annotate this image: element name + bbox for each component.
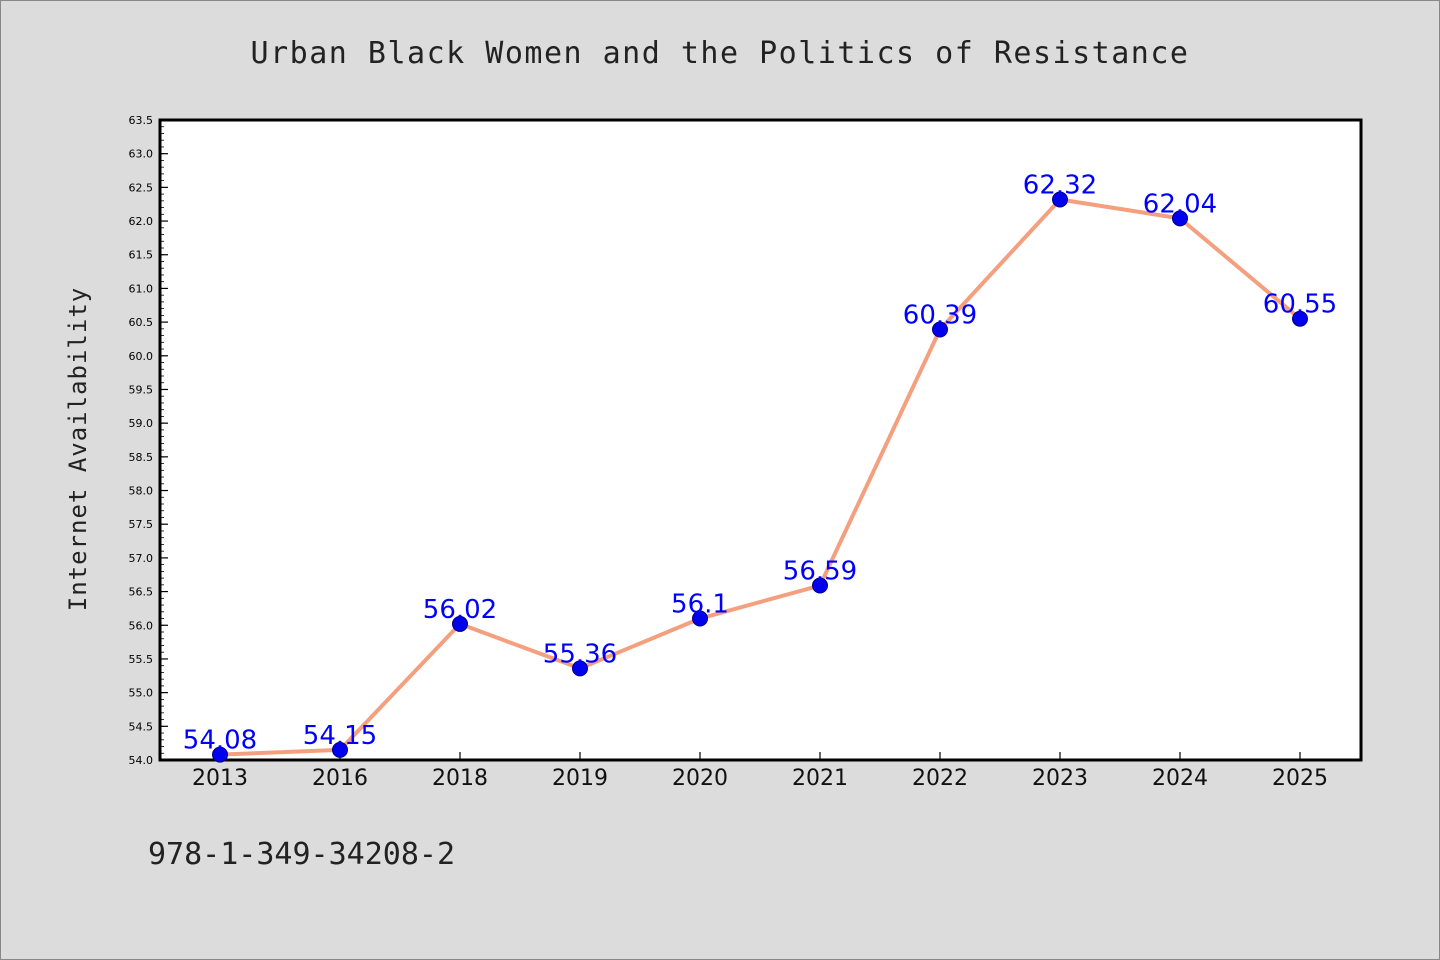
x-tick-label: 2019 [552, 766, 608, 791]
data-label: 56.59 [783, 557, 857, 587]
y-tick-label: 56.5 [129, 586, 154, 599]
x-tick-label: 2022 [912, 766, 968, 791]
data-point [332, 741, 348, 758]
y-tick-label: 57.5 [129, 518, 154, 531]
x-tick-label: 2018 [432, 766, 488, 791]
footer-isbn: 978-1-349-34208-2 [148, 837, 455, 872]
data-label: 56.02 [423, 595, 497, 625]
data-point [212, 746, 228, 763]
data-point [572, 660, 588, 677]
data-label: 54.15 [303, 721, 377, 751]
y-tick-label: 63.5 [129, 114, 154, 127]
plot-area [158, 118, 1363, 762]
y-tick-label: 55.0 [129, 687, 154, 700]
y-tick-label: 57.0 [129, 552, 154, 565]
y-tick-label: 54.5 [129, 720, 154, 733]
series-line [219, 197, 1302, 757]
x-tick-label: 2016 [312, 766, 368, 791]
data-point [1292, 310, 1308, 327]
data-point [452, 615, 468, 632]
chart-title: Urban Black Women and the Politics of Re… [251, 36, 1190, 71]
y-axis-label: Internet Availability [64, 287, 92, 611]
x-tick-label: 2025 [1272, 766, 1328, 791]
y-tick-label: 58.5 [129, 451, 154, 464]
data-label: 60.55 [1263, 290, 1337, 320]
x-axis: 2013 2016 2018 2019 2020 2021 2022 2023 2024 2025 [192, 752, 1328, 791]
y-tick-label: 59.0 [129, 417, 154, 430]
y-tick-label: 60.5 [129, 316, 154, 329]
x-tick-label: 2013 [192, 766, 248, 791]
y-tick-label: 62.0 [129, 215, 154, 228]
data-label: 55.36 [543, 639, 617, 669]
data-point [692, 610, 708, 627]
x-tick-label: 2021 [792, 766, 848, 791]
y-tick-label: 61.0 [129, 282, 154, 295]
y-tick-label: 56.0 [129, 619, 154, 632]
y-tick-label: 60.0 [129, 350, 154, 363]
x-tick-label: 2023 [1032, 766, 1088, 791]
data-point [1172, 210, 1188, 227]
series-group: 54.08 54.15 56.02 55.36 56.1 56.59 60.39 62.32 6… [183, 170, 1337, 763]
y-axis: 54.0 54.5 55.0 55.5 56.0 56.5 57.0 57.5 58.0 58.5… [129, 114, 168, 767]
x-tick-label: 2024 [1152, 766, 1208, 791]
data-label: 60.39 [903, 301, 977, 331]
y-tick-label: 61.5 [129, 249, 154, 262]
y-tick-label: 58.0 [129, 485, 154, 498]
data-label: 54.08 [183, 726, 257, 756]
data-point [1052, 191, 1068, 208]
y-tick-label: 54.0 [129, 754, 154, 767]
data-point [932, 321, 948, 338]
y-tick-label: 55.5 [129, 653, 154, 666]
data-label: 62.04 [1143, 189, 1217, 219]
y-tick-label: 59.5 [129, 383, 154, 396]
y-tick-label: 62.5 [129, 181, 154, 194]
data-label: 62.32 [1023, 170, 1097, 200]
data-point [812, 577, 828, 594]
data-label: 56.1 [671, 590, 729, 620]
x-tick-label: 2020 [672, 766, 728, 791]
y-tick-label: 63.0 [129, 148, 154, 161]
